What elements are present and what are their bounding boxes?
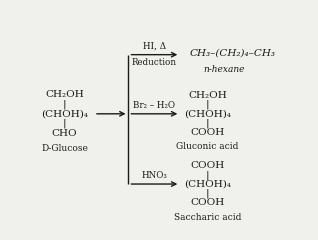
Text: CH₂OH: CH₂OH [45, 90, 84, 99]
Text: |: | [205, 118, 209, 128]
Text: |: | [63, 99, 66, 109]
Text: COOH: COOH [190, 128, 225, 137]
Text: CH₃–(CH₂)₄–CH₃: CH₃–(CH₂)₄–CH₃ [190, 49, 276, 58]
Text: |: | [205, 100, 209, 109]
Text: |: | [63, 119, 66, 128]
Text: COOH: COOH [190, 161, 225, 170]
Text: Saccharic acid: Saccharic acid [174, 213, 241, 222]
Text: COOH: COOH [190, 198, 225, 207]
Text: Br₂ – H₂O: Br₂ – H₂O [133, 101, 175, 110]
Text: n-hexane: n-hexane [204, 65, 245, 74]
Text: (CHOH)₄: (CHOH)₄ [184, 180, 231, 189]
Text: D-Glucose: D-Glucose [41, 144, 88, 153]
Text: |: | [205, 170, 209, 180]
Text: (CHOH)₄: (CHOH)₄ [41, 109, 88, 118]
Text: Gluconic acid: Gluconic acid [176, 143, 238, 151]
Text: |: | [205, 189, 209, 198]
Text: HNO₃: HNO₃ [142, 171, 167, 180]
Text: (CHOH)₄: (CHOH)₄ [184, 109, 231, 118]
Text: Reduction: Reduction [132, 58, 177, 67]
Text: CHO: CHO [52, 129, 77, 138]
Text: CH₂OH: CH₂OH [188, 91, 227, 100]
Text: HI, Δ: HI, Δ [143, 42, 166, 51]
